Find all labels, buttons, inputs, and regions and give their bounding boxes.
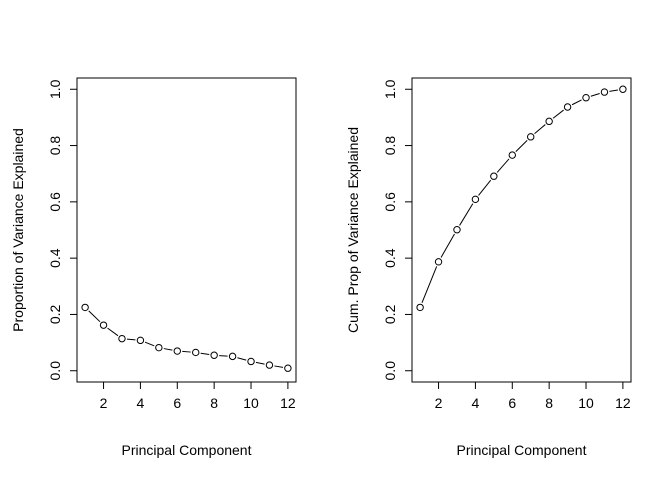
data-point xyxy=(453,226,461,234)
x-tick-label: 12 xyxy=(280,395,296,411)
data-point xyxy=(416,303,424,312)
data-point xyxy=(545,117,553,126)
panel-cumulative-variance: 2 4 6 8 10 12 0.0 0.2 0.4 0.6 0.8 1.0 Principal Comp… xyxy=(345,77,632,458)
y-axis-title: Cum. Prop of Variance Explained xyxy=(345,127,361,333)
series-line-segment xyxy=(255,361,265,365)
y-tick-label: 0.8 xyxy=(382,136,398,156)
x-axis-title: Principal Component xyxy=(122,442,252,458)
data-point xyxy=(471,195,480,204)
data-point xyxy=(99,321,108,329)
data-point xyxy=(228,352,237,361)
data-point xyxy=(582,94,590,102)
y-tick-label: 0.8 xyxy=(47,136,63,156)
data-point xyxy=(155,343,163,352)
series-line-segment xyxy=(163,348,173,351)
x-axis-title: Principal Component xyxy=(457,442,587,458)
panel-variance-explained: 2 4 6 8 10 12 0.0 0.2 0.4 0.6 0.8 1.0 Principal Comp… xyxy=(10,77,297,458)
data-point xyxy=(192,348,200,357)
x-tick-label: 2 xyxy=(435,395,443,411)
data-point xyxy=(434,258,443,266)
data-point xyxy=(508,151,516,159)
y-tick-label: 0.0 xyxy=(47,361,63,381)
data-point xyxy=(563,103,572,111)
y-tick-label: 1.0 xyxy=(47,79,63,99)
series-line-segment xyxy=(590,93,600,97)
data-point xyxy=(118,334,126,343)
data-point xyxy=(81,303,89,312)
x-tick-label: 6 xyxy=(508,395,516,411)
series-line-segment xyxy=(496,158,510,173)
data-point xyxy=(173,347,181,355)
series-line-segment xyxy=(200,352,210,355)
data-point xyxy=(490,172,498,180)
series-line-segment xyxy=(237,357,247,361)
data-point xyxy=(600,88,609,96)
series-line-segment xyxy=(182,350,191,353)
x-tick-label: 2 xyxy=(100,395,108,411)
x-tick-label: 6 xyxy=(173,395,181,411)
x-tick-label: 8 xyxy=(210,395,218,411)
plot-frame xyxy=(76,77,297,383)
series-line-segment xyxy=(88,310,101,323)
data-point xyxy=(619,85,627,93)
series-line-segment xyxy=(534,124,546,134)
series-line-segment xyxy=(144,341,155,347)
series-line-segment xyxy=(421,266,438,303)
y-tick-label: 0.2 xyxy=(47,305,63,325)
series-line-segment xyxy=(107,327,119,337)
y-tick-label: 0.4 xyxy=(47,248,63,268)
y-tick-label: 0.4 xyxy=(382,248,398,268)
series-line-segment xyxy=(609,89,619,92)
y-tick-label: 0.6 xyxy=(382,192,398,212)
data-point xyxy=(284,364,292,372)
plot-frame xyxy=(411,77,632,383)
series-line-segment xyxy=(440,233,455,258)
data-point xyxy=(210,351,218,359)
y-tick-label: 0.0 xyxy=(382,361,398,381)
data-point xyxy=(527,133,535,141)
y-axis-title: Proportion of Variance Explained xyxy=(10,128,26,332)
x-tick-label: 4 xyxy=(137,395,145,411)
x-tick-label: 10 xyxy=(243,395,259,411)
y-tick-label: 1.0 xyxy=(382,79,398,99)
y-tick-label: 0.2 xyxy=(382,305,398,325)
series-line-segment xyxy=(459,203,474,226)
series-line-segment xyxy=(571,99,582,106)
series-line-segment xyxy=(552,109,564,119)
series-line-segment xyxy=(126,338,136,341)
series-line-segment xyxy=(274,365,284,368)
y-tick-label: 0.6 xyxy=(47,192,63,212)
data-point xyxy=(265,361,274,369)
x-tick-label: 10 xyxy=(578,395,594,411)
series-line-segment xyxy=(515,139,528,152)
x-tick-label: 8 xyxy=(545,395,553,411)
x-tick-label: 12 xyxy=(615,395,631,411)
data-point xyxy=(247,357,255,366)
series-line-segment xyxy=(219,355,228,357)
data-point xyxy=(136,336,145,345)
series-line-segment xyxy=(478,179,492,196)
x-tick-label: 4 xyxy=(472,395,480,411)
